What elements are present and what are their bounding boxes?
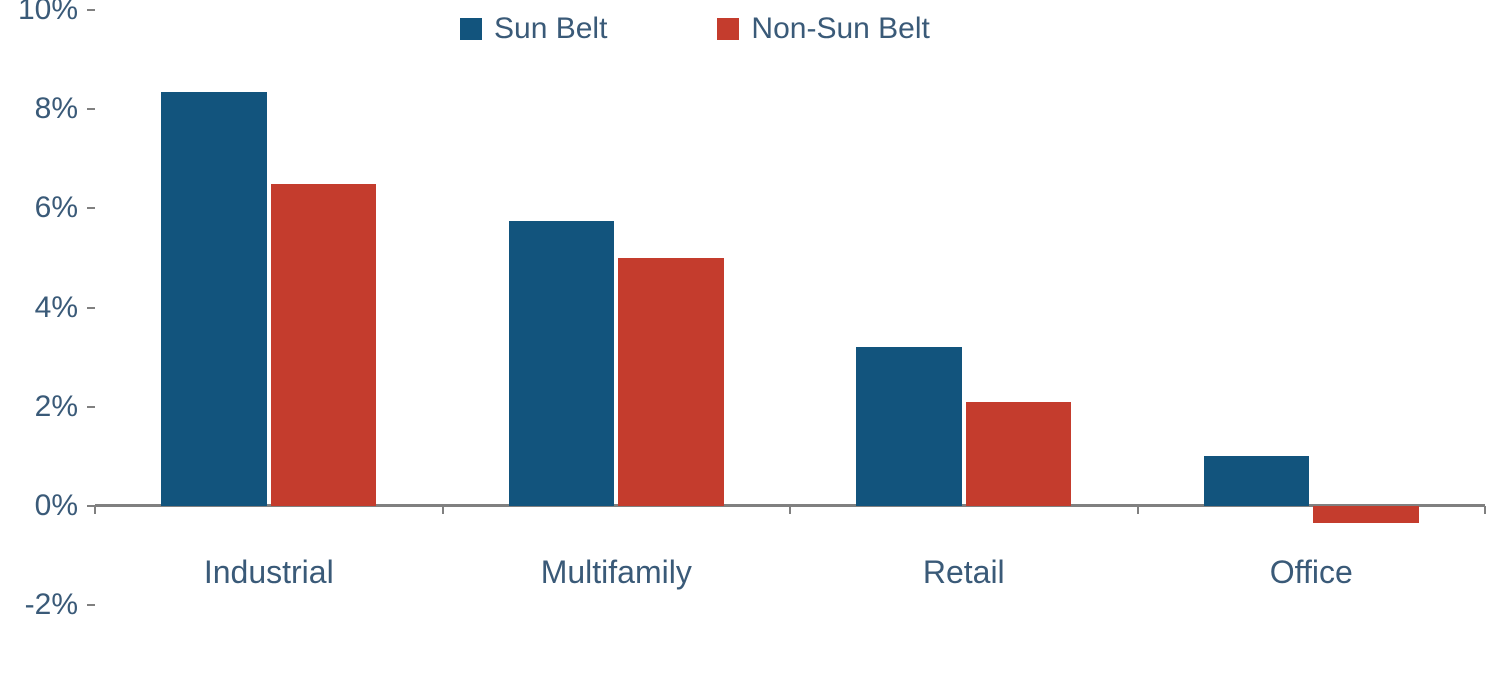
y-tick-mark	[87, 9, 95, 11]
y-tick-label: 10%	[0, 0, 78, 27]
y-tick-label: 2%	[0, 390, 78, 424]
y-tick-mark	[87, 108, 95, 110]
y-tick-mark	[87, 207, 95, 209]
y-tick-mark	[87, 307, 95, 309]
bar	[1313, 506, 1419, 523]
x-tick-label: Retail	[923, 554, 1005, 591]
bar	[271, 184, 377, 506]
x-tick-mark	[94, 506, 96, 514]
y-tick-label: 6%	[0, 191, 78, 225]
bar	[856, 347, 962, 506]
bar	[509, 221, 615, 506]
x-tick-mark	[1484, 506, 1486, 514]
y-tick-label: 4%	[0, 291, 78, 325]
plot-area: -2%0%2%4%6%8%10%IndustrialMultifamilyRet…	[95, 10, 1485, 605]
y-tick-label: 8%	[0, 92, 78, 126]
bar	[1204, 456, 1310, 506]
bar	[966, 402, 1072, 506]
y-tick-mark	[87, 604, 95, 606]
x-tick-mark	[442, 506, 444, 514]
bar	[161, 92, 267, 506]
x-tick-label: Multifamily	[541, 554, 692, 591]
bar	[618, 258, 724, 506]
x-tick-mark	[1137, 506, 1139, 514]
x-tick-label: Office	[1270, 554, 1353, 591]
y-tick-mark	[87, 406, 95, 408]
x-tick-label: Industrial	[204, 554, 334, 591]
y-tick-label: 0%	[0, 489, 78, 523]
bar-chart: Sun BeltNon-Sun Belt -2%0%2%4%6%8%10%Ind…	[0, 0, 1500, 677]
y-tick-label: -2%	[0, 588, 78, 622]
x-tick-mark	[789, 506, 791, 514]
